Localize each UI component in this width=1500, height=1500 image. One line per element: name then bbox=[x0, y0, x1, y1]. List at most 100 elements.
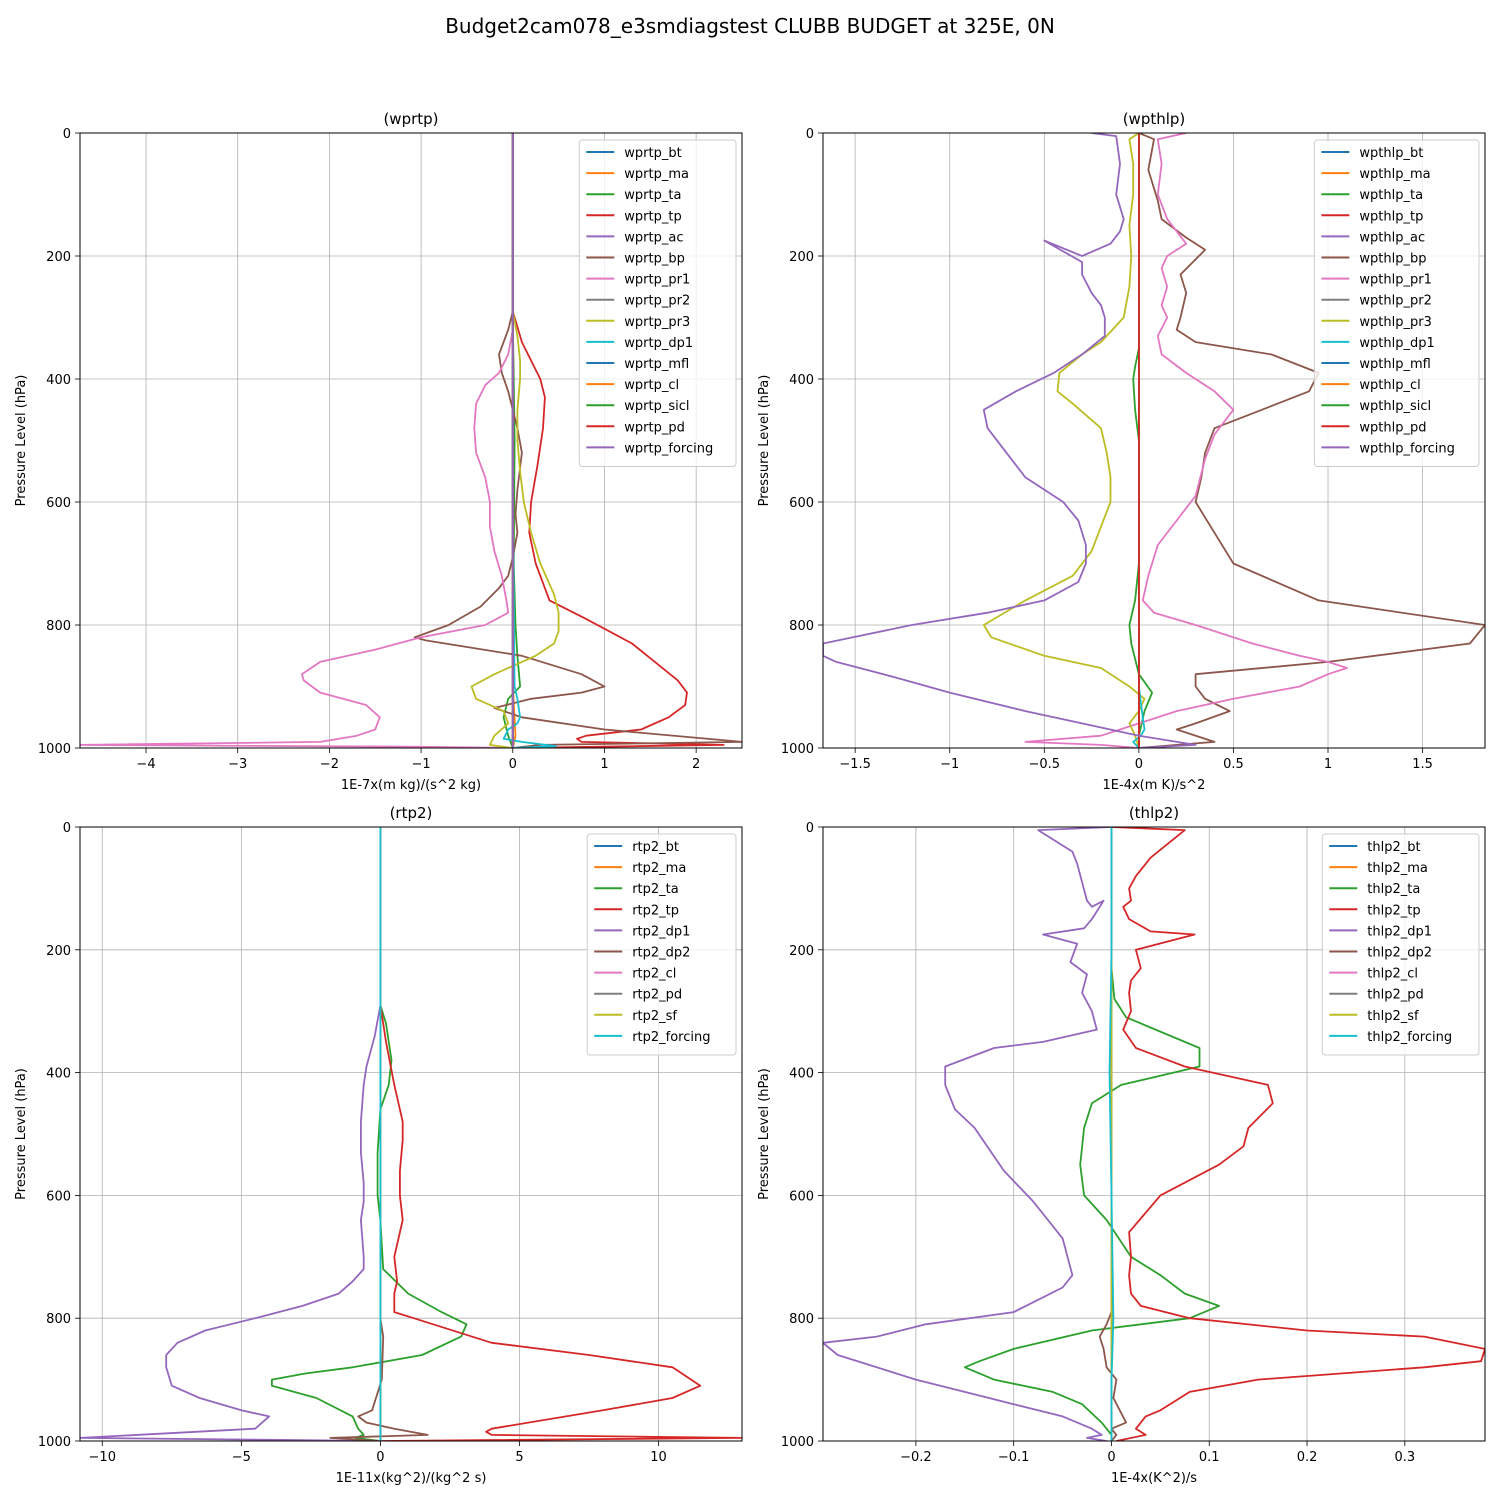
series-line-thlp2_forcing bbox=[1108, 827, 1115, 1441]
legend-box bbox=[1321, 833, 1480, 1056]
legend-label: wprtp_cl bbox=[624, 378, 679, 393]
x-tick-label: −0.5 bbox=[1029, 757, 1061, 772]
x-tick-label: −0.1 bbox=[998, 1450, 1030, 1465]
legend-label: rtp2_cl bbox=[632, 967, 676, 982]
series-line-wprtp_tp bbox=[511, 133, 725, 748]
series-line-thlp2_tp bbox=[1111, 827, 1485, 1441]
x-tick-label: 0 bbox=[1135, 757, 1143, 772]
legend-label: wprtp_pr2 bbox=[624, 294, 690, 309]
legend-box bbox=[1313, 139, 1480, 467]
legend-label: wprtp_dp1 bbox=[624, 336, 693, 351]
legend-box bbox=[578, 139, 737, 467]
y-tick-label: 0 bbox=[806, 127, 814, 142]
subplot-2: −1.5 −1 −0.5 0 0.5 1 1.5 0 200 400 600 800 1000 (wpth… bbox=[757, 110, 1486, 793]
y-axis-label: Pressure Level (hPa) bbox=[14, 1068, 29, 1200]
legend-label: wprtp_tp bbox=[624, 209, 681, 224]
y-tick-label: 1000 bbox=[38, 1435, 71, 1450]
subplot-3: −10 −5 0 5 10 0 200 400 600 800 1000 (rtp2) 1E-11x(k… bbox=[14, 804, 743, 1486]
legend-label: wpthlp_pd bbox=[1359, 420, 1426, 435]
series-line-wprtp_pr3 bbox=[470, 133, 560, 748]
legend-label: rtp2_bt bbox=[632, 840, 679, 855]
y-tick-label: 0 bbox=[63, 127, 71, 142]
series-line-thlp2_ta bbox=[963, 827, 1220, 1441]
y-tick-label: 800 bbox=[46, 1312, 71, 1327]
subplot-title: (wpthlp) bbox=[1123, 110, 1186, 128]
y-axis-label: Pressure Level (hPa) bbox=[757, 1068, 772, 1200]
y-tick-label: 0 bbox=[806, 821, 814, 836]
series-lines bbox=[80, 827, 742, 1441]
series-line-rtp2_dp2 bbox=[329, 827, 429, 1441]
subplot-title: (wprtp) bbox=[383, 110, 438, 128]
series-line-wpthlp_ta bbox=[1128, 133, 1153, 748]
series-line-wprtp_pr1 bbox=[80, 133, 514, 748]
series-lines bbox=[823, 133, 1485, 748]
legend-label: wpthlp_tp bbox=[1359, 209, 1423, 224]
legend-label: thlp2_cl bbox=[1367, 967, 1418, 982]
x-tick-label: 0.3 bbox=[1394, 1450, 1415, 1465]
x-tick-label: 0 bbox=[509, 757, 517, 772]
y-tick-label: 400 bbox=[46, 1067, 71, 1082]
legend-label: wpthlp_ac bbox=[1359, 230, 1425, 245]
legend-label: thlp2_dp1 bbox=[1367, 924, 1432, 939]
legend-label: wprtp_pr3 bbox=[624, 315, 690, 330]
legend-label: wpthlp_ta bbox=[1359, 188, 1423, 203]
legend: wpthlp_bt wpthlp_ma wpthlp_ta wpthlp_tpwpth… bbox=[1313, 139, 1480, 467]
y-tick-label: 1000 bbox=[781, 1435, 814, 1450]
legend-label: wprtp_bt bbox=[624, 146, 681, 161]
legend-label: thlp2_sf bbox=[1367, 1009, 1419, 1024]
x-tick-label: 5 bbox=[515, 1450, 523, 1465]
x-tick-label: −1.5 bbox=[839, 757, 871, 772]
y-tick-label: 600 bbox=[789, 496, 814, 511]
x-tick-label: 0.1 bbox=[1199, 1450, 1220, 1465]
series-line-wprtp_dp1 bbox=[502, 133, 557, 748]
y-tick-label: 600 bbox=[46, 496, 71, 511]
x-tick-label: 0 bbox=[1107, 1450, 1115, 1465]
legend-label: wprtp_bp bbox=[624, 252, 685, 267]
legend-label: wpthlp_mfl bbox=[1359, 357, 1430, 372]
legend-label: rtp2_ta bbox=[632, 882, 679, 897]
subplot-1: −4 −3 −2 −1 0 1 2 0 200 400 600 800 1000 (wprtp) 1E-7x… bbox=[14, 110, 743, 793]
x-tick-label: −5 bbox=[232, 1450, 251, 1465]
x-tick-label: 0.2 bbox=[1297, 1450, 1318, 1465]
y-tick-label: 600 bbox=[46, 1189, 71, 1204]
y-tick-label: 400 bbox=[789, 1067, 814, 1082]
legend-label: rtp2_tp bbox=[632, 903, 679, 918]
y-tick-label: 1000 bbox=[781, 742, 814, 757]
x-tick-label: −0.2 bbox=[900, 1450, 932, 1465]
x-tick-label: −1 bbox=[940, 757, 959, 772]
y-tick-label: 600 bbox=[789, 1189, 814, 1204]
x-tick-label: 0.5 bbox=[1223, 757, 1244, 772]
legend-label: rtp2_pd bbox=[632, 988, 682, 1003]
y-tick-label: 200 bbox=[46, 250, 71, 265]
x-tick-label: 10 bbox=[650, 1450, 667, 1465]
series-line-wpthlp_pr3 bbox=[982, 133, 1146, 748]
legend-label: thlp2_pd bbox=[1367, 988, 1423, 1003]
legend-label: wpthlp_bp bbox=[1359, 252, 1426, 267]
legend-label: rtp2_forcing bbox=[632, 1030, 710, 1045]
legend: wprtp_bt wprtp_ma wprtp_ta wprtp_tp wprtp_ac… bbox=[578, 139, 737, 467]
legend-label: wpthlp_bt bbox=[1359, 146, 1423, 161]
legend-label: rtp2_ma bbox=[632, 861, 686, 876]
y-tick-label: 800 bbox=[46, 619, 71, 634]
x-axis-label: 1E-4x(m K)/s^2 bbox=[1103, 778, 1206, 793]
y-axis-label: Pressure Level (hPa) bbox=[14, 375, 29, 507]
legend-label: thlp2_dp2 bbox=[1367, 946, 1432, 961]
legend-label: wprtp_pd bbox=[624, 420, 685, 435]
legend-label: wprtp_mfl bbox=[624, 357, 689, 372]
legend-label: thlp2_bt bbox=[1367, 840, 1420, 855]
legend-label: thlp2_ta bbox=[1367, 882, 1420, 897]
series-line-rtp2_ta bbox=[270, 827, 468, 1441]
legend-label: rtp2_sf bbox=[632, 1009, 677, 1024]
y-axis-label: Pressure Level (hPa) bbox=[757, 375, 772, 507]
legend-box bbox=[586, 833, 737, 1056]
y-tick-label: 800 bbox=[789, 619, 814, 634]
x-tick-label: −2 bbox=[320, 757, 339, 772]
axes-frame bbox=[822, 826, 1486, 1442]
y-tick-label: 800 bbox=[789, 1312, 814, 1327]
figure-title: Budget2cam078_e3smdiagstest CLUBB BUDGET… bbox=[445, 14, 1055, 38]
x-axis-label: 1E-11x(kg^2)/(kg^2 s) bbox=[336, 1471, 487, 1486]
series-lines bbox=[80, 133, 742, 748]
y-tick-label: 400 bbox=[46, 373, 71, 388]
legend-label: wprtp_sicl bbox=[624, 399, 689, 414]
